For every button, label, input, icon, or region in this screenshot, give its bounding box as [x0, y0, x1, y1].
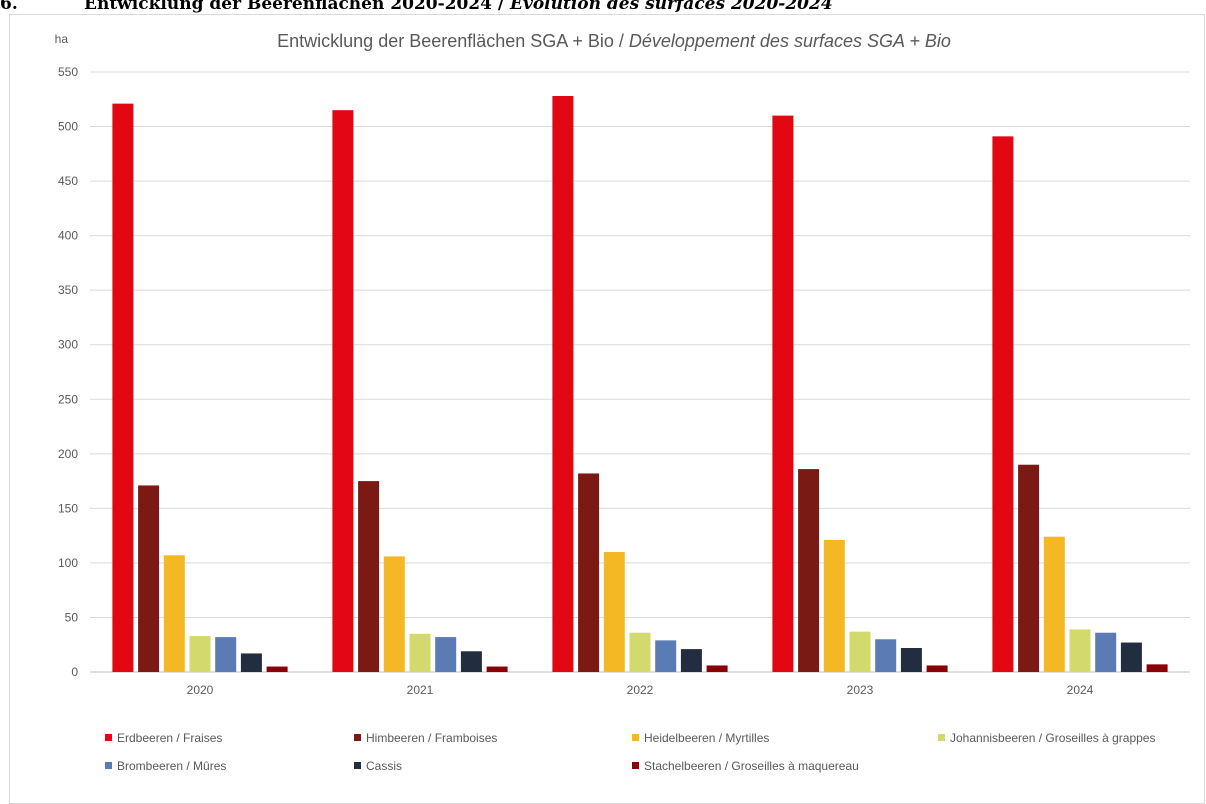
- x-tick-label: 2024: [1067, 683, 1094, 697]
- x-axis-ticks: 2020 2021 2022 2023 2024: [187, 683, 1094, 697]
- bar: [1043, 536, 1065, 672]
- bar: [706, 665, 728, 672]
- legend-item: Cassis: [354, 759, 402, 773]
- bar: [1095, 632, 1117, 672]
- bar: [798, 469, 820, 672]
- legend-swatch: [105, 734, 112, 741]
- legend-label: Cassis: [366, 759, 402, 773]
- x-tick-label: 2021: [407, 683, 434, 697]
- legend-swatch: [354, 762, 361, 769]
- bar: [332, 110, 354, 672]
- bar: [900, 648, 922, 672]
- legend-swatch: [632, 734, 639, 741]
- y-tick-label: 400: [58, 229, 78, 243]
- bar: [138, 485, 160, 672]
- legend-swatch: [105, 762, 112, 769]
- bar: [992, 136, 1014, 672]
- x-tick-label: 2020: [187, 683, 214, 697]
- legend-label: Johannisbeeren / Groseilles à grappes: [950, 731, 1155, 745]
- legend-item: Stachelbeeren / Groseilles à maquereau: [632, 759, 859, 773]
- bar: [629, 632, 651, 672]
- bar: [215, 637, 237, 672]
- y-tick-label: 50: [65, 610, 79, 624]
- section-title-fr: Évolution des surfaces 2020-2024: [510, 0, 833, 14]
- bar: [1018, 464, 1040, 672]
- chart-title-fr: Développement des surfaces SGA + Bio: [629, 31, 951, 51]
- legend-swatch: [632, 762, 639, 769]
- y-axis-ticks: 0 50 100 150 200 250 300 350 400 450 500 550: [58, 65, 78, 679]
- legend-swatch: [354, 734, 361, 741]
- bar: [240, 653, 262, 672]
- legend: Erdbeeren / Fraises Himbeeren / Framboise…: [105, 731, 1155, 773]
- y-tick-label: 0: [71, 665, 78, 679]
- x-tick-label: 2023: [847, 683, 874, 697]
- y-tick-label: 200: [58, 447, 78, 461]
- y-tick-label: 550: [58, 65, 78, 79]
- bar: [578, 473, 600, 672]
- bar: [409, 633, 431, 672]
- bar: [823, 540, 845, 672]
- legend-label: Stachelbeeren / Groseilles à maquereau: [644, 759, 859, 773]
- y-tick-label: 250: [58, 392, 78, 406]
- bar: [358, 481, 380, 672]
- legend-label: Himbeeren / Framboises: [366, 731, 497, 745]
- legend-item: Johannisbeeren / Groseilles à grappes: [938, 731, 1155, 745]
- bar: [603, 552, 625, 672]
- section-title: Entwicklung der Beerenflächen 2020-2024 …: [84, 0, 833, 14]
- bar: [680, 649, 702, 672]
- legend-item: Erdbeeren / Fraises: [105, 731, 222, 745]
- legend-label: Erdbeeren / Fraises: [117, 731, 222, 745]
- legend-item: Brombeeren / Mûres: [105, 759, 226, 773]
- y-tick-label: 300: [58, 338, 78, 352]
- x-tick-label: 2022: [627, 683, 654, 697]
- bar: [552, 96, 574, 672]
- legend-item: Himbeeren / Framboises: [354, 731, 497, 745]
- bar: [926, 665, 948, 672]
- bar-chart: Entwicklung der Beerenflächen SGA + Bio …: [55, 31, 1190, 773]
- chart-title: Entwicklung der Beerenflächen SGA + Bio …: [277, 31, 951, 51]
- y-tick-label: 150: [58, 501, 78, 515]
- legend-swatch: [938, 734, 945, 741]
- legend-label: Heidelbeeren / Myrtilles: [644, 731, 769, 745]
- y-tick-label: 350: [58, 283, 78, 297]
- bar: [266, 666, 288, 672]
- bar: [1146, 664, 1168, 672]
- bar: [383, 556, 405, 672]
- section-number: 6.: [0, 0, 18, 14]
- bar: [655, 640, 677, 672]
- bar: [875, 639, 897, 672]
- bar: [163, 555, 185, 672]
- bar: [1120, 642, 1142, 672]
- section-heading: 6. Entwicklung der Beerenflächen 2020-20…: [0, 0, 1206, 16]
- y-axis-label: ha: [55, 32, 69, 46]
- y-tick-label: 100: [58, 556, 78, 570]
- bar: [486, 666, 508, 672]
- chart-title-de: Entwicklung der Beerenflächen SGA + Bio …: [277, 31, 629, 51]
- bar: [849, 631, 871, 672]
- bar: [112, 103, 134, 673]
- bar: [460, 651, 482, 672]
- y-tick-label: 450: [58, 174, 78, 188]
- bar: [1069, 629, 1091, 672]
- y-tick-label: 500: [58, 120, 78, 134]
- legend-label: Brombeeren / Mûres: [117, 759, 226, 773]
- bar: [772, 115, 794, 673]
- bar: [435, 637, 457, 672]
- legend-item: Heidelbeeren / Myrtilles: [632, 731, 769, 745]
- bar: [189, 636, 211, 672]
- section-title-de: Entwicklung der Beerenflächen 2020-2024 …: [84, 0, 510, 14]
- bar-series: [112, 96, 1168, 673]
